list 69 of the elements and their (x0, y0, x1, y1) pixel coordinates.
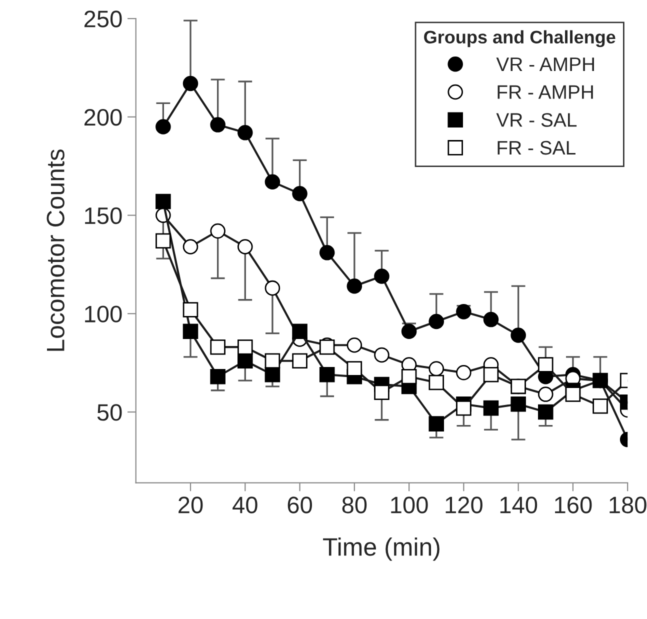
point (292, 324, 308, 339)
point (264, 280, 280, 296)
point (401, 368, 417, 384)
legend-label: FR - SAL (498, 140, 576, 155)
point (346, 337, 362, 353)
point (346, 278, 362, 294)
y-tick-label: 200 (84, 108, 122, 126)
legend-title: Groups and Challenge (424, 30, 616, 48)
point (182, 302, 198, 318)
point (538, 404, 554, 420)
y-tick-label: 100 (85, 306, 122, 322)
point (156, 233, 171, 248)
point (565, 386, 581, 402)
y-tick-label: 250 (84, 10, 122, 28)
x-tick-label: 60 (288, 496, 312, 514)
point (510, 396, 526, 412)
point (510, 328, 526, 343)
y-axis-title: Locomotor Counts (46, 149, 64, 351)
point (456, 304, 472, 320)
point (456, 400, 472, 416)
legend-label: FR - AMPH (498, 85, 593, 99)
point (210, 368, 226, 384)
point (592, 398, 608, 414)
point (264, 353, 280, 368)
point (156, 194, 171, 210)
point (182, 324, 198, 339)
point (538, 357, 554, 372)
point (319, 245, 335, 260)
point (346, 361, 362, 376)
x-tick-label: 20 (178, 496, 203, 514)
point (210, 117, 226, 132)
point (238, 239, 253, 254)
x-tick-label: 40 (232, 496, 258, 514)
point (238, 125, 253, 140)
point (483, 312, 499, 328)
point (456, 365, 472, 380)
point (264, 366, 280, 382)
x-tick-label: 120 (446, 496, 482, 514)
point (483, 366, 499, 382)
point (538, 386, 554, 402)
point (238, 353, 253, 368)
point (428, 374, 444, 390)
point (374, 268, 390, 284)
x-tick-label: 140 (500, 496, 538, 514)
point (374, 384, 390, 400)
point (182, 239, 198, 254)
legend-label: VR - AMPH (496, 58, 594, 71)
y-tick-label: 50 (97, 404, 122, 421)
point (156, 119, 171, 134)
point (401, 324, 417, 339)
x-tick-label: 180 (610, 496, 646, 514)
point (264, 174, 280, 190)
point (510, 378, 526, 394)
point (210, 223, 226, 239)
x-axis-title: Time (min) (323, 537, 440, 561)
point (210, 339, 226, 355)
legend-label: VR - SAL (496, 113, 577, 127)
point (428, 416, 444, 432)
point (292, 186, 308, 202)
point (319, 366, 335, 382)
point (182, 76, 198, 92)
x-tick-label: 100 (391, 496, 428, 514)
point (374, 347, 390, 363)
point (292, 353, 308, 368)
point (483, 400, 499, 416)
y-tick-label: 150 (85, 207, 122, 224)
x-tick-label: 160 (555, 496, 592, 514)
x-tick-label: 80 (342, 496, 367, 514)
point (428, 314, 444, 330)
